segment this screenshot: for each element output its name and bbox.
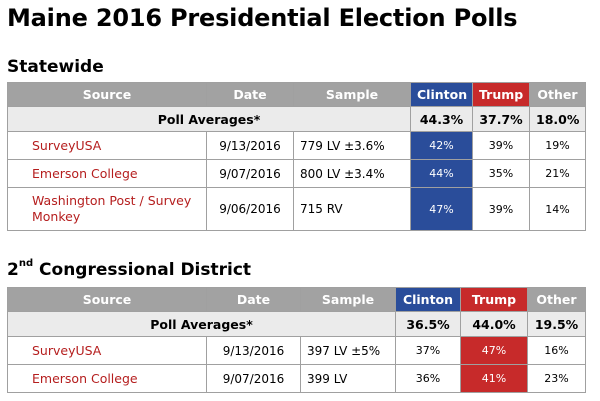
poll-sample: 715 RV (293, 187, 411, 231)
column-header-clinton[interactable]: Clinton (395, 287, 461, 312)
district-polls-table: Source Date Sample Clinton Trump Other P… (7, 287, 586, 393)
column-header-other[interactable]: Other (529, 82, 586, 107)
average-trump: 37.7% (472, 106, 530, 132)
average-clinton: 44.3% (410, 106, 473, 132)
poll-sample: 397 LV ±5% (300, 336, 396, 365)
poll-trump: 39% (472, 131, 530, 160)
table-row: Emerson College 9/07/2016 800 LV ±3.4% 4… (7, 159, 586, 188)
poll-clinton: 42% (410, 131, 473, 160)
average-other: 18.0% (529, 106, 586, 132)
poll-source-link[interactable]: Emerson College (7, 364, 207, 393)
column-header-source[interactable]: Source (7, 82, 207, 107)
poll-sample: 779 LV ±3.6% (293, 131, 411, 160)
poll-trump: 35% (472, 159, 530, 188)
poll-trump: 41% (460, 364, 528, 393)
poll-date: 9/07/2016 (206, 364, 301, 393)
poll-other: 23% (527, 364, 586, 393)
district-heading-number: 2 (7, 260, 19, 280)
poll-date: 9/06/2016 (206, 187, 294, 231)
average-other: 19.5% (527, 311, 586, 337)
average-clinton: 36.5% (395, 311, 461, 337)
page-title: Maine 2016 Presidential Election Polls (7, 4, 518, 32)
table-row: SurveyUSA 9/13/2016 779 LV ±3.6% 42% 39%… (7, 131, 586, 160)
column-header-source[interactable]: Source (7, 287, 207, 312)
poll-source-link[interactable]: Washington Post / Survey Monkey (7, 187, 207, 231)
poll-sample: 800 LV ±3.4% (293, 159, 411, 188)
district-heading: 2nd Congressional District (7, 258, 252, 280)
statewide-heading: Statewide (7, 57, 104, 77)
table-header-row: Source Date Sample Clinton Trump Other (7, 287, 586, 312)
poll-averages-row: Poll Averages* 36.5% 44.0% 19.5% (7, 311, 586, 337)
poll-other: 16% (527, 336, 586, 365)
table-row: Washington Post / Survey Monkey 9/06/201… (7, 187, 586, 231)
poll-trump: 39% (472, 187, 530, 231)
column-header-sample[interactable]: Sample (300, 287, 396, 312)
poll-source-link[interactable]: SurveyUSA (7, 131, 207, 160)
column-header-trump[interactable]: Trump (460, 287, 528, 312)
poll-other: 14% (529, 187, 586, 231)
table-row: SurveyUSA 9/13/2016 397 LV ±5% 37% 47% 1… (7, 336, 586, 365)
poll-clinton: 36% (395, 364, 461, 393)
column-header-date[interactable]: Date (206, 82, 294, 107)
poll-clinton: 37% (395, 336, 461, 365)
poll-date: 9/13/2016 (206, 336, 301, 365)
table-row: Emerson College 9/07/2016 399 LV 36% 41%… (7, 364, 586, 393)
column-header-clinton[interactable]: Clinton (410, 82, 473, 107)
poll-clinton: 47% (410, 187, 473, 231)
district-heading-ordinal: nd (18, 258, 34, 270)
column-header-date[interactable]: Date (206, 287, 301, 312)
column-header-other[interactable]: Other (527, 287, 586, 312)
poll-other: 21% (529, 159, 586, 188)
table-header-row: Source Date Sample Clinton Trump Other (7, 82, 586, 107)
poll-other: 19% (529, 131, 586, 160)
column-header-sample[interactable]: Sample (293, 82, 411, 107)
poll-sample: 399 LV (300, 364, 396, 393)
poll-date: 9/07/2016 (206, 159, 294, 188)
poll-date: 9/13/2016 (206, 131, 294, 160)
statewide-polls-table: Source Date Sample Clinton Trump Other P… (7, 82, 586, 231)
poll-source-link[interactable]: Emerson College (7, 159, 207, 188)
poll-trump: 47% (460, 336, 528, 365)
poll-averages-label: Poll Averages* (7, 311, 396, 337)
poll-averages-label: Poll Averages* (7, 106, 411, 132)
poll-averages-row: Poll Averages* 44.3% 37.7% 18.0% (7, 106, 586, 132)
average-trump: 44.0% (460, 311, 528, 337)
poll-source-link[interactable]: SurveyUSA (7, 336, 207, 365)
district-heading-text: Congressional District (33, 260, 252, 280)
poll-clinton: 44% (410, 159, 473, 188)
column-header-trump[interactable]: Trump (472, 82, 530, 107)
